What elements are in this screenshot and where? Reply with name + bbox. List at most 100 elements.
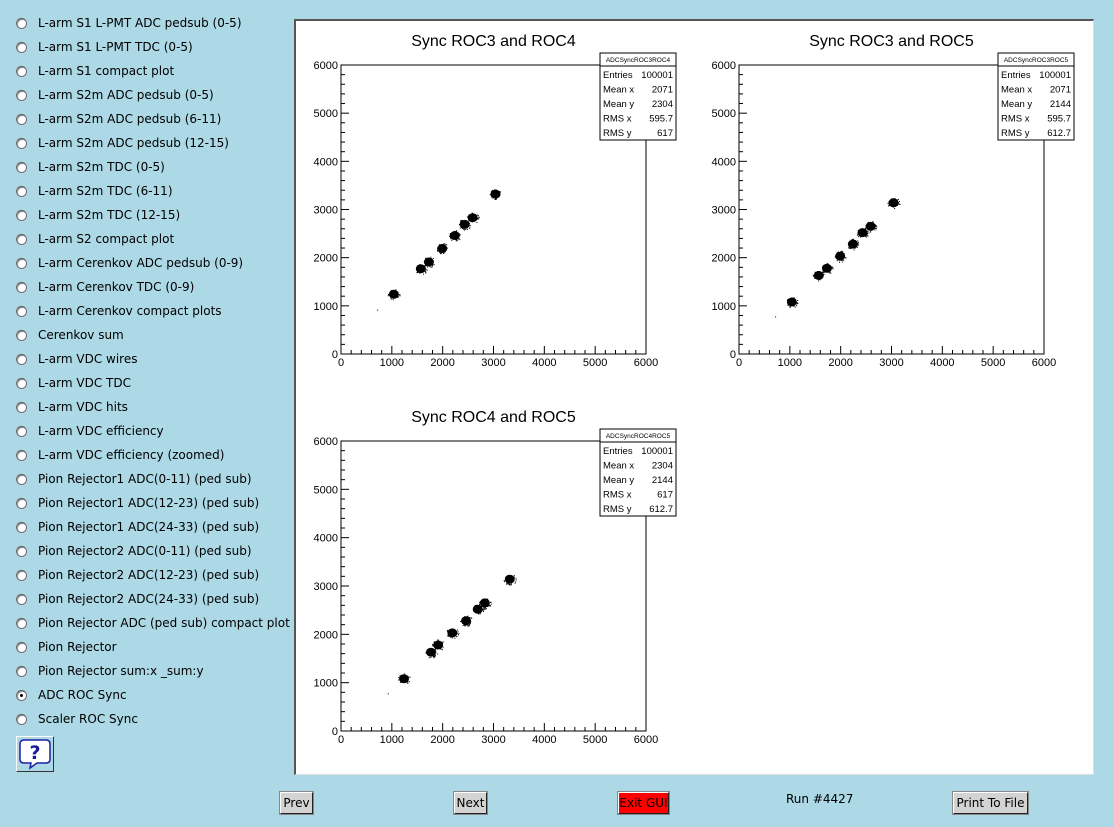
radio-label: Pion Rejector2 ADC(24-33) (ped sub): [38, 592, 260, 606]
radio-button[interactable]: [16, 161, 27, 173]
data-point: [831, 267, 833, 269]
radio-item[interactable]: L-arm S2m ADC pedsub (0-5): [16, 85, 214, 105]
radio-item[interactable]: L-arm VDC wires: [16, 349, 137, 369]
radio-item[interactable]: L-arm S2m TDC (6-11): [16, 181, 173, 201]
radio-button[interactable]: [16, 329, 27, 341]
data-point: [868, 232, 870, 234]
data-point: [416, 267, 418, 269]
data-point: [425, 272, 427, 274]
data-point: [896, 205, 898, 206]
radio-item[interactable]: L-arm S1 L-PMT TDC (0-5): [16, 37, 193, 57]
radio-button[interactable]: [16, 41, 27, 53]
radio-button[interactable]: [16, 521, 27, 533]
radio-button[interactable]: [16, 617, 27, 629]
exit-gui-button[interactable]: Exit GUI: [617, 791, 670, 815]
data-point: [822, 266, 824, 268]
radio-item[interactable]: Pion Rejector1 ADC(24-33) (ped sub): [16, 517, 259, 537]
data-point: [478, 605, 480, 607]
data-point: [857, 233, 859, 235]
radio-item[interactable]: L-arm S2m TDC (0-5): [16, 157, 165, 177]
radio-label: Pion Rejector1 ADC(24-33) (ped sub): [38, 520, 260, 534]
radio-button[interactable]: [16, 641, 27, 653]
radio-label: L-arm S2 compact plot: [38, 232, 175, 246]
radio-button[interactable]: [16, 473, 27, 485]
radio-button[interactable]: [16, 305, 27, 317]
data-point: [867, 235, 869, 237]
data-point: [433, 641, 435, 643]
radio-button[interactable]: [16, 665, 27, 677]
radio-item[interactable]: Pion Rejector2 ADC(0-11) (ped sub): [16, 541, 252, 561]
radio-button[interactable]: [16, 209, 27, 221]
data-point: [433, 649, 435, 651]
radio-button[interactable]: [16, 449, 27, 461]
radio-button[interactable]: [16, 17, 27, 29]
radio-button[interactable]: [16, 185, 27, 197]
help-button[interactable]: ?: [16, 736, 54, 772]
radio-item[interactable]: L-arm S2 compact plot: [16, 229, 174, 249]
radio-button[interactable]: [16, 113, 27, 125]
radio-item[interactable]: Cerenkov sum: [16, 325, 124, 345]
prev-button[interactable]: Prev: [279, 791, 314, 815]
radio-button[interactable]: [16, 593, 27, 605]
radio-button[interactable]: [16, 65, 27, 77]
radio-item[interactable]: L-arm VDC efficiency (zoomed): [16, 445, 224, 465]
radio-button[interactable]: [16, 257, 27, 269]
radio-item[interactable]: L-arm S1 compact plot: [16, 61, 174, 81]
stats-box: ADCSyncROC3ROC4 Entries 100001 Mean x 2071 Me…: [599, 52, 677, 141]
radio-item[interactable]: Pion Rejector1 ADC(12-23) (ped sub): [16, 493, 259, 513]
radio-item[interactable]: L-arm S2m TDC (12-15): [16, 205, 180, 225]
data-point: [456, 633, 458, 635]
data-point: [490, 191, 492, 193]
radio-item[interactable]: L-arm VDC efficiency: [16, 421, 164, 441]
data-point: [494, 199, 496, 200]
radio-item[interactable]: Pion Rejector: [16, 637, 117, 657]
radio-button[interactable]: [16, 137, 27, 149]
data-point: [841, 252, 842, 253]
radio-item[interactable]: Pion Rejector1 ADC(0-11) (ped sub): [16, 469, 252, 489]
next-button[interactable]: Next: [453, 791, 488, 815]
radio-item[interactable]: L-arm Cerenkov ADC pedsub (0-9): [16, 253, 243, 273]
data-point: [399, 681, 401, 683]
radio-item[interactable]: L-arm Cerenkov TDC (0-9): [16, 277, 194, 297]
radio-label: L-arm Cerenkov ADC pedsub (0-9): [38, 256, 244, 270]
radio-item[interactable]: L-arm S1 L-PMT ADC pedsub (0-5): [16, 13, 242, 33]
radio-item[interactable]: Pion Rejector sum:x _sum:y: [16, 661, 204, 681]
radio-label: L-arm VDC efficiency (zoomed): [38, 448, 225, 462]
data-point: [428, 654, 430, 656]
radio-item[interactable]: Scaler ROC Sync: [16, 709, 138, 729]
radio-item[interactable]: L-arm VDC hits: [16, 397, 128, 417]
data-point: [392, 299, 394, 301]
radio-button[interactable]: [16, 233, 27, 245]
data-point: [829, 271, 831, 273]
radio-button[interactable]: [16, 497, 27, 509]
radio-item[interactable]: L-arm S2m ADC pedsub (6-11): [16, 109, 221, 129]
radio-button[interactable]: [16, 425, 27, 437]
radio-item[interactable]: L-arm Cerenkov compact plots: [16, 301, 222, 321]
data-point: [856, 234, 858, 236]
data-point: [458, 238, 460, 240]
radio-item[interactable]: Pion Rejector ADC (ped sub) compact plot: [16, 613, 290, 633]
radio-button[interactable]: [16, 281, 27, 293]
radio-item[interactable]: Pion Rejector2 ADC(12-23) (ped sub): [16, 565, 259, 585]
radio-item[interactable]: L-arm VDC TDC: [16, 373, 131, 393]
data-point: [469, 219, 470, 221]
x-tick-label: 4000: [532, 734, 556, 746]
radio-item[interactable]: Pion Rejector2 ADC(24-33) (ped sub): [16, 589, 259, 609]
radio-button[interactable]: [16, 545, 27, 557]
stats-label: Entries: [603, 446, 633, 457]
radio-button[interactable]: [16, 569, 27, 581]
radio-button[interactable]: [16, 89, 27, 101]
print-to-file-button[interactable]: Print To File: [952, 791, 1029, 815]
data-point: [898, 202, 899, 204]
radio-button[interactable]: [16, 377, 27, 389]
radio-item[interactable]: L-arm S2m ADC pedsub (12-15): [16, 133, 229, 153]
radio-button[interactable]: [16, 713, 27, 725]
stats-name: ADCSyncROC3ROC5: [1004, 57, 1069, 64]
radio-button-selected[interactable]: [16, 689, 27, 701]
data-point: [408, 681, 410, 683]
data-point: [427, 654, 429, 655]
radio-item[interactable]: ADC ROC Sync: [16, 685, 127, 705]
radio-button[interactable]: [16, 353, 27, 365]
radio-button[interactable]: [16, 401, 27, 413]
stats-label: Mean x: [603, 85, 634, 96]
